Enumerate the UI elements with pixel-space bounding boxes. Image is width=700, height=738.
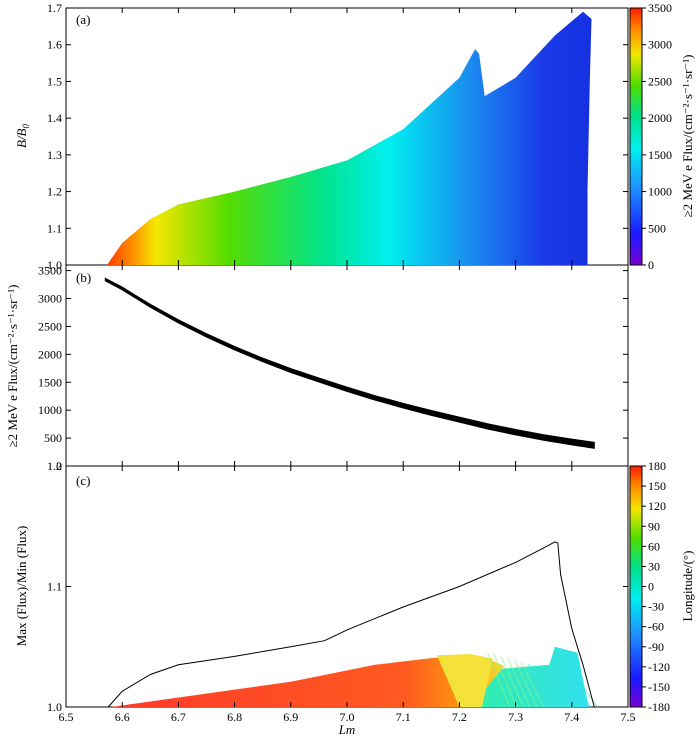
colorbar-tick-label: -30	[648, 600, 664, 614]
x-tick-label: 7.4	[564, 710, 579, 724]
colorbar-tick-label: -150	[648, 680, 670, 694]
y-tick-label: 2000	[38, 347, 62, 361]
fan-yellow-band	[436, 654, 494, 707]
panel-b-flux-line	[104, 277, 595, 449]
y-tick-label: 1.1	[47, 221, 62, 235]
panel-c-label: (c)	[76, 473, 90, 488]
colorbar-tick-label: -90	[648, 640, 664, 654]
fan-strand	[527, 663, 551, 708]
y-tick-label: 3500	[38, 264, 62, 278]
fan-strand	[487, 652, 511, 708]
flux-colorbar	[629, 7, 643, 266]
x-tick-label: 6.5	[59, 710, 74, 724]
fan-strand	[554, 670, 578, 708]
x-tick-label: 6.7	[171, 710, 186, 724]
longitude-colorbar	[629, 465, 643, 708]
colorbar-tick-label: 0	[648, 258, 654, 272]
longitude-colorbar-ticks: -180 -150 -120 -90 -60 -30 0 30 60 90 120 150 180	[642, 459, 670, 714]
y-tick-label: 1.2	[47, 459, 62, 473]
x-tick-label: 7.2	[452, 710, 467, 724]
x-tick-label: 6.6	[115, 710, 130, 724]
fan-strand	[500, 656, 524, 708]
colorbar-tick-label: 180	[648, 459, 666, 473]
y-tick-label: 500	[44, 431, 62, 445]
y-tick-label: 1.1	[47, 580, 62, 594]
panel-a-ylabel: B/B0	[14, 124, 31, 149]
fan-strand	[493, 654, 518, 708]
x-tick-label: 7.3	[508, 710, 523, 724]
x-tick-label: 7.0	[340, 710, 355, 724]
fan-red-band	[111, 655, 505, 707]
colorbar-tick-label: 1000	[648, 185, 672, 199]
fan-strand	[574, 675, 599, 708]
panel-b-ylabel: ≥2 MeV e Flux/(cm⁻²·s⁻¹·sr⁻¹)	[5, 284, 20, 447]
fan-strand	[514, 659, 538, 708]
panel-c-ylabel: Max (Flux)/Min (Flux)	[14, 526, 29, 647]
colorbar-tick-label: 2000	[648, 111, 672, 125]
fan-strand	[541, 666, 565, 708]
fan-strand	[561, 672, 585, 708]
longitude-colorbar-label: Longitude/(°)	[680, 551, 695, 622]
x-tick-label: 6.9	[283, 710, 298, 724]
panel-c-xlabel: Lm	[338, 722, 356, 737]
y-tick-label: 1.4	[47, 111, 62, 125]
panel-b-y-ticks: 0 500 1000 1500 2000 2500 3000 3500	[38, 264, 629, 473]
panel-c-x-ticks: 6.5 6.6 6.7 6.8 6.9 7.0 7.1 7.2 7.3 7.4 7.5	[59, 466, 636, 724]
fan-cyan-band	[459, 646, 589, 707]
colorbar-tick-label: -60	[648, 620, 664, 634]
y-tick-label: 1500	[38, 375, 62, 389]
flux-colorbar-label: ≥2 MeV e Flux/(cm⁻²·s⁻¹·sr⁻¹)	[680, 54, 695, 217]
y-tick-label: 1.0	[47, 258, 62, 272]
colorbar-tick-label: 2500	[648, 74, 672, 88]
panel-a-label: (a)	[76, 12, 90, 27]
y-tick-label: 2500	[38, 319, 62, 333]
colorbar-tick-label: 150	[648, 479, 666, 493]
colorbar-tick-label: 3500	[648, 1, 672, 15]
y-tick-label: 1.7	[47, 1, 62, 15]
colorbar-tick-label: 500	[648, 221, 666, 235]
y-tick-label: 1.5	[47, 74, 62, 88]
y-tick-label: 3000	[38, 292, 62, 306]
colorbar-tick-label: 1500	[648, 148, 672, 162]
panel-c-longitude-fan	[111, 646, 599, 708]
y-tick-label: 0	[56, 459, 62, 473]
y-tick-label: 1.3	[47, 148, 62, 162]
fan-strand	[507, 657, 531, 708]
panel-a-y-ticks: 1.0 1.1 1.2 1.3 1.4 1.5 1.6 1.7	[47, 1, 629, 272]
colorbar-tick-label: 30	[648, 559, 660, 573]
colorbar-tick-label: 90	[648, 519, 660, 533]
fan-strand	[547, 668, 572, 708]
colorbar-tick-label: 120	[648, 499, 666, 513]
panel-c-y-ticks: 1.0 1.1 1.2	[47, 459, 628, 714]
x-tick-label: 7.1	[396, 710, 411, 724]
colorbar-tick-label: 60	[648, 539, 660, 553]
y-tick-label: 1.2	[47, 185, 62, 199]
panel-a-flux-region	[107, 11, 592, 266]
y-tick-label: 1.0	[47, 700, 62, 714]
panel-b-label: (b)	[76, 270, 91, 285]
fan-strand	[568, 674, 592, 708]
fan-strand	[520, 661, 545, 708]
colorbar-tick-label: 3000	[648, 38, 672, 52]
x-tick-label: 7.5	[621, 710, 636, 724]
panel-c-max-min-ratio-line	[107, 541, 595, 708]
colorbar-tick-label: -180	[648, 700, 670, 714]
y-tick-label: 1000	[38, 403, 62, 417]
x-tick-label: 6.8	[227, 710, 242, 724]
colorbar-tick-label: -120	[648, 660, 670, 674]
flux-colorbar-ticks: 0 500 1000 1500 2000 2500 3000 3500	[642, 1, 672, 272]
colorbar-tick-label: 0	[648, 580, 654, 594]
fan-strand	[534, 665, 558, 708]
y-tick-label: 1.6	[47, 38, 62, 52]
